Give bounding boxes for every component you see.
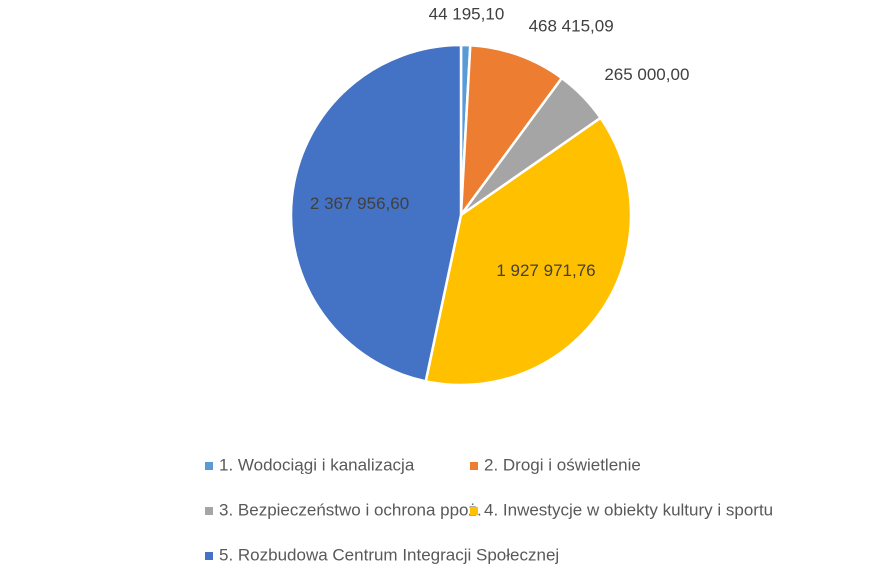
legend-label: 3. Bezpieczeństwo i ochrona ppoż. xyxy=(219,500,482,519)
legend-label: 5. Rozbudowa Centrum Integracji Społeczn… xyxy=(219,545,559,564)
legend-marker xyxy=(205,552,213,560)
legend-marker xyxy=(205,462,213,470)
pie-slice xyxy=(459,43,564,220)
legend-label: 4. Inwestycje w obiekty kultury i sportu xyxy=(484,500,773,519)
data-label: 265 000,00 xyxy=(604,65,689,84)
data-label: 468 415,09 xyxy=(529,16,614,35)
pie-slice xyxy=(424,116,633,387)
pie-slice xyxy=(289,43,463,383)
data-label: 2 367 956,60 xyxy=(310,194,409,213)
data-label: 1 927 971,76 xyxy=(496,261,595,280)
legend-label: 1. Wodociągi i kanalizacja xyxy=(219,455,415,474)
data-label: 44 195,10 xyxy=(429,5,505,24)
legend-marker xyxy=(470,507,478,515)
legend-marker xyxy=(470,462,478,470)
legend-label: 2. Drogi i oświetlenie xyxy=(484,455,641,474)
legend-marker xyxy=(205,507,213,515)
